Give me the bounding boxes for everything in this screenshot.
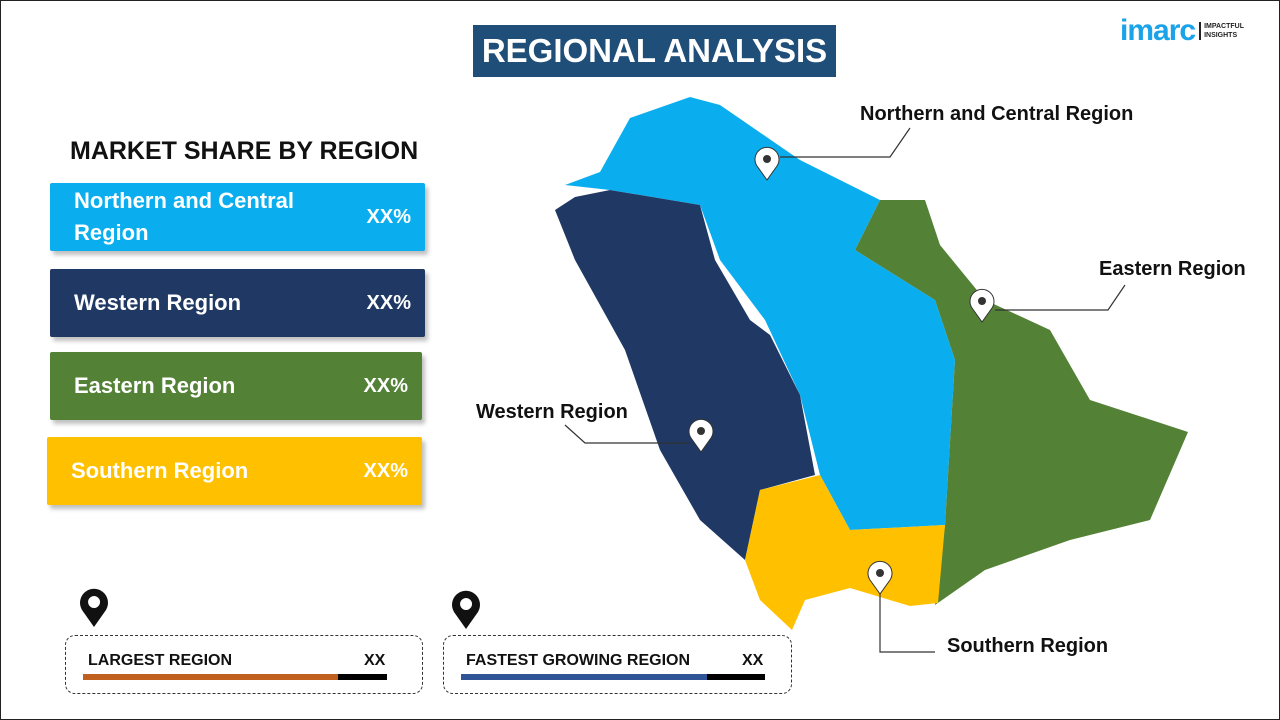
leader-west xyxy=(564,424,690,444)
pin-fastest-icon xyxy=(452,590,481,629)
leader-east xyxy=(995,284,1126,311)
fastest-bar xyxy=(461,674,765,680)
region-eastern xyxy=(855,200,1188,605)
card-western: Western Region XX% xyxy=(50,269,425,337)
card-eastern: Eastern Region XX% xyxy=(50,352,422,420)
largest-bar xyxy=(83,674,387,680)
page-title: REGIONAL ANALYSIS xyxy=(473,25,836,77)
logo-brand: imarc xyxy=(1120,14,1196,47)
region-northern-central xyxy=(565,97,955,530)
leader-south xyxy=(879,590,935,653)
logo-tagline: IMPACTFUL INSIGHTS xyxy=(1199,22,1244,40)
largest-label: LARGEST REGION xyxy=(88,652,233,669)
label-south: Southern Region xyxy=(947,635,1109,657)
fastest-value: XX xyxy=(742,652,764,669)
map-pin-icon xyxy=(867,560,893,595)
label-north: Northern and Central Region xyxy=(860,103,1134,125)
map-pin-icon xyxy=(688,418,714,453)
fastest-region-box: FASTEST GROWING REGION XX xyxy=(443,635,792,694)
card-northern-central: Northern and Central Region XX% xyxy=(50,183,425,251)
map-pin-icon xyxy=(969,288,995,323)
market-share-heading: MARKET SHARE BY REGION xyxy=(70,137,419,165)
label-west: Western Region xyxy=(476,401,628,423)
card-southern: Southern Region XX% xyxy=(47,437,422,505)
imarc-logo: imarc IMPACTFUL INSIGHTS xyxy=(1120,14,1244,48)
region-southern xyxy=(745,475,945,630)
fastest-label: FASTEST GROWING REGION xyxy=(466,652,691,669)
label-east: Eastern Region xyxy=(1099,258,1246,280)
pin-largest-icon xyxy=(80,588,108,627)
largest-value: XX xyxy=(364,652,386,669)
map-pin-icon xyxy=(754,146,780,181)
region-western xyxy=(555,190,815,560)
largest-region-box: LARGEST REGION XX xyxy=(65,635,423,694)
leader-north xyxy=(780,127,911,158)
